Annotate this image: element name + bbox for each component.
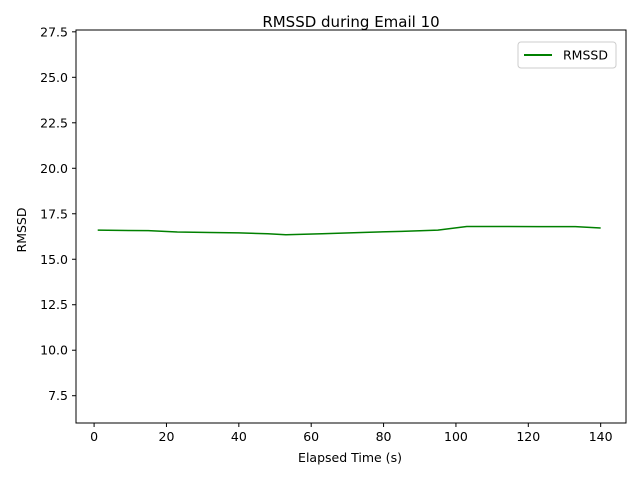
x-tick-label: 120 [516,429,540,444]
series-line-rmssd [97,225,601,236]
x-axis: 0 20 40 60 80 100 120 140 [90,423,613,444]
legend: RMSSD [517,41,617,69]
y-tick-label: 27.5 [40,24,68,39]
x-tick-label: 140 [589,429,613,444]
y-tick-label: 7.5 [48,388,68,403]
y-tick-label: 12.5 [40,297,68,312]
chart-title: RMSSD during Email 10 [262,13,439,31]
x-tick-label: 40 [231,429,247,444]
y-tick-label: 20.0 [40,161,68,176]
y-tick-label: 15.0 [40,252,68,267]
y-tick-label: 25.0 [40,70,68,85]
x-tick-label: 0 [90,429,98,444]
legend-box [517,41,617,69]
x-tick-label: 100 [444,429,468,444]
x-tick-label: 20 [159,429,175,444]
x-axis-label: Elapsed Time (s) [298,450,402,465]
axes-frame [75,29,627,424]
x-tick-label: 80 [376,429,392,444]
y-tick-label: 10.0 [40,343,68,358]
series-layer [97,225,601,236]
x-tick-label: 60 [303,429,319,444]
y-axis-label: RMSSD [14,208,29,253]
legend-label-rmssd: RMSSD [563,48,608,63]
y-tick-label: 22.5 [40,115,68,130]
y-tick-label: 17.5 [40,206,68,221]
y-axis: 7.5 10.0 12.5 15.0 17.5 20.0 22.5 25.0 27.5 [40,24,76,403]
